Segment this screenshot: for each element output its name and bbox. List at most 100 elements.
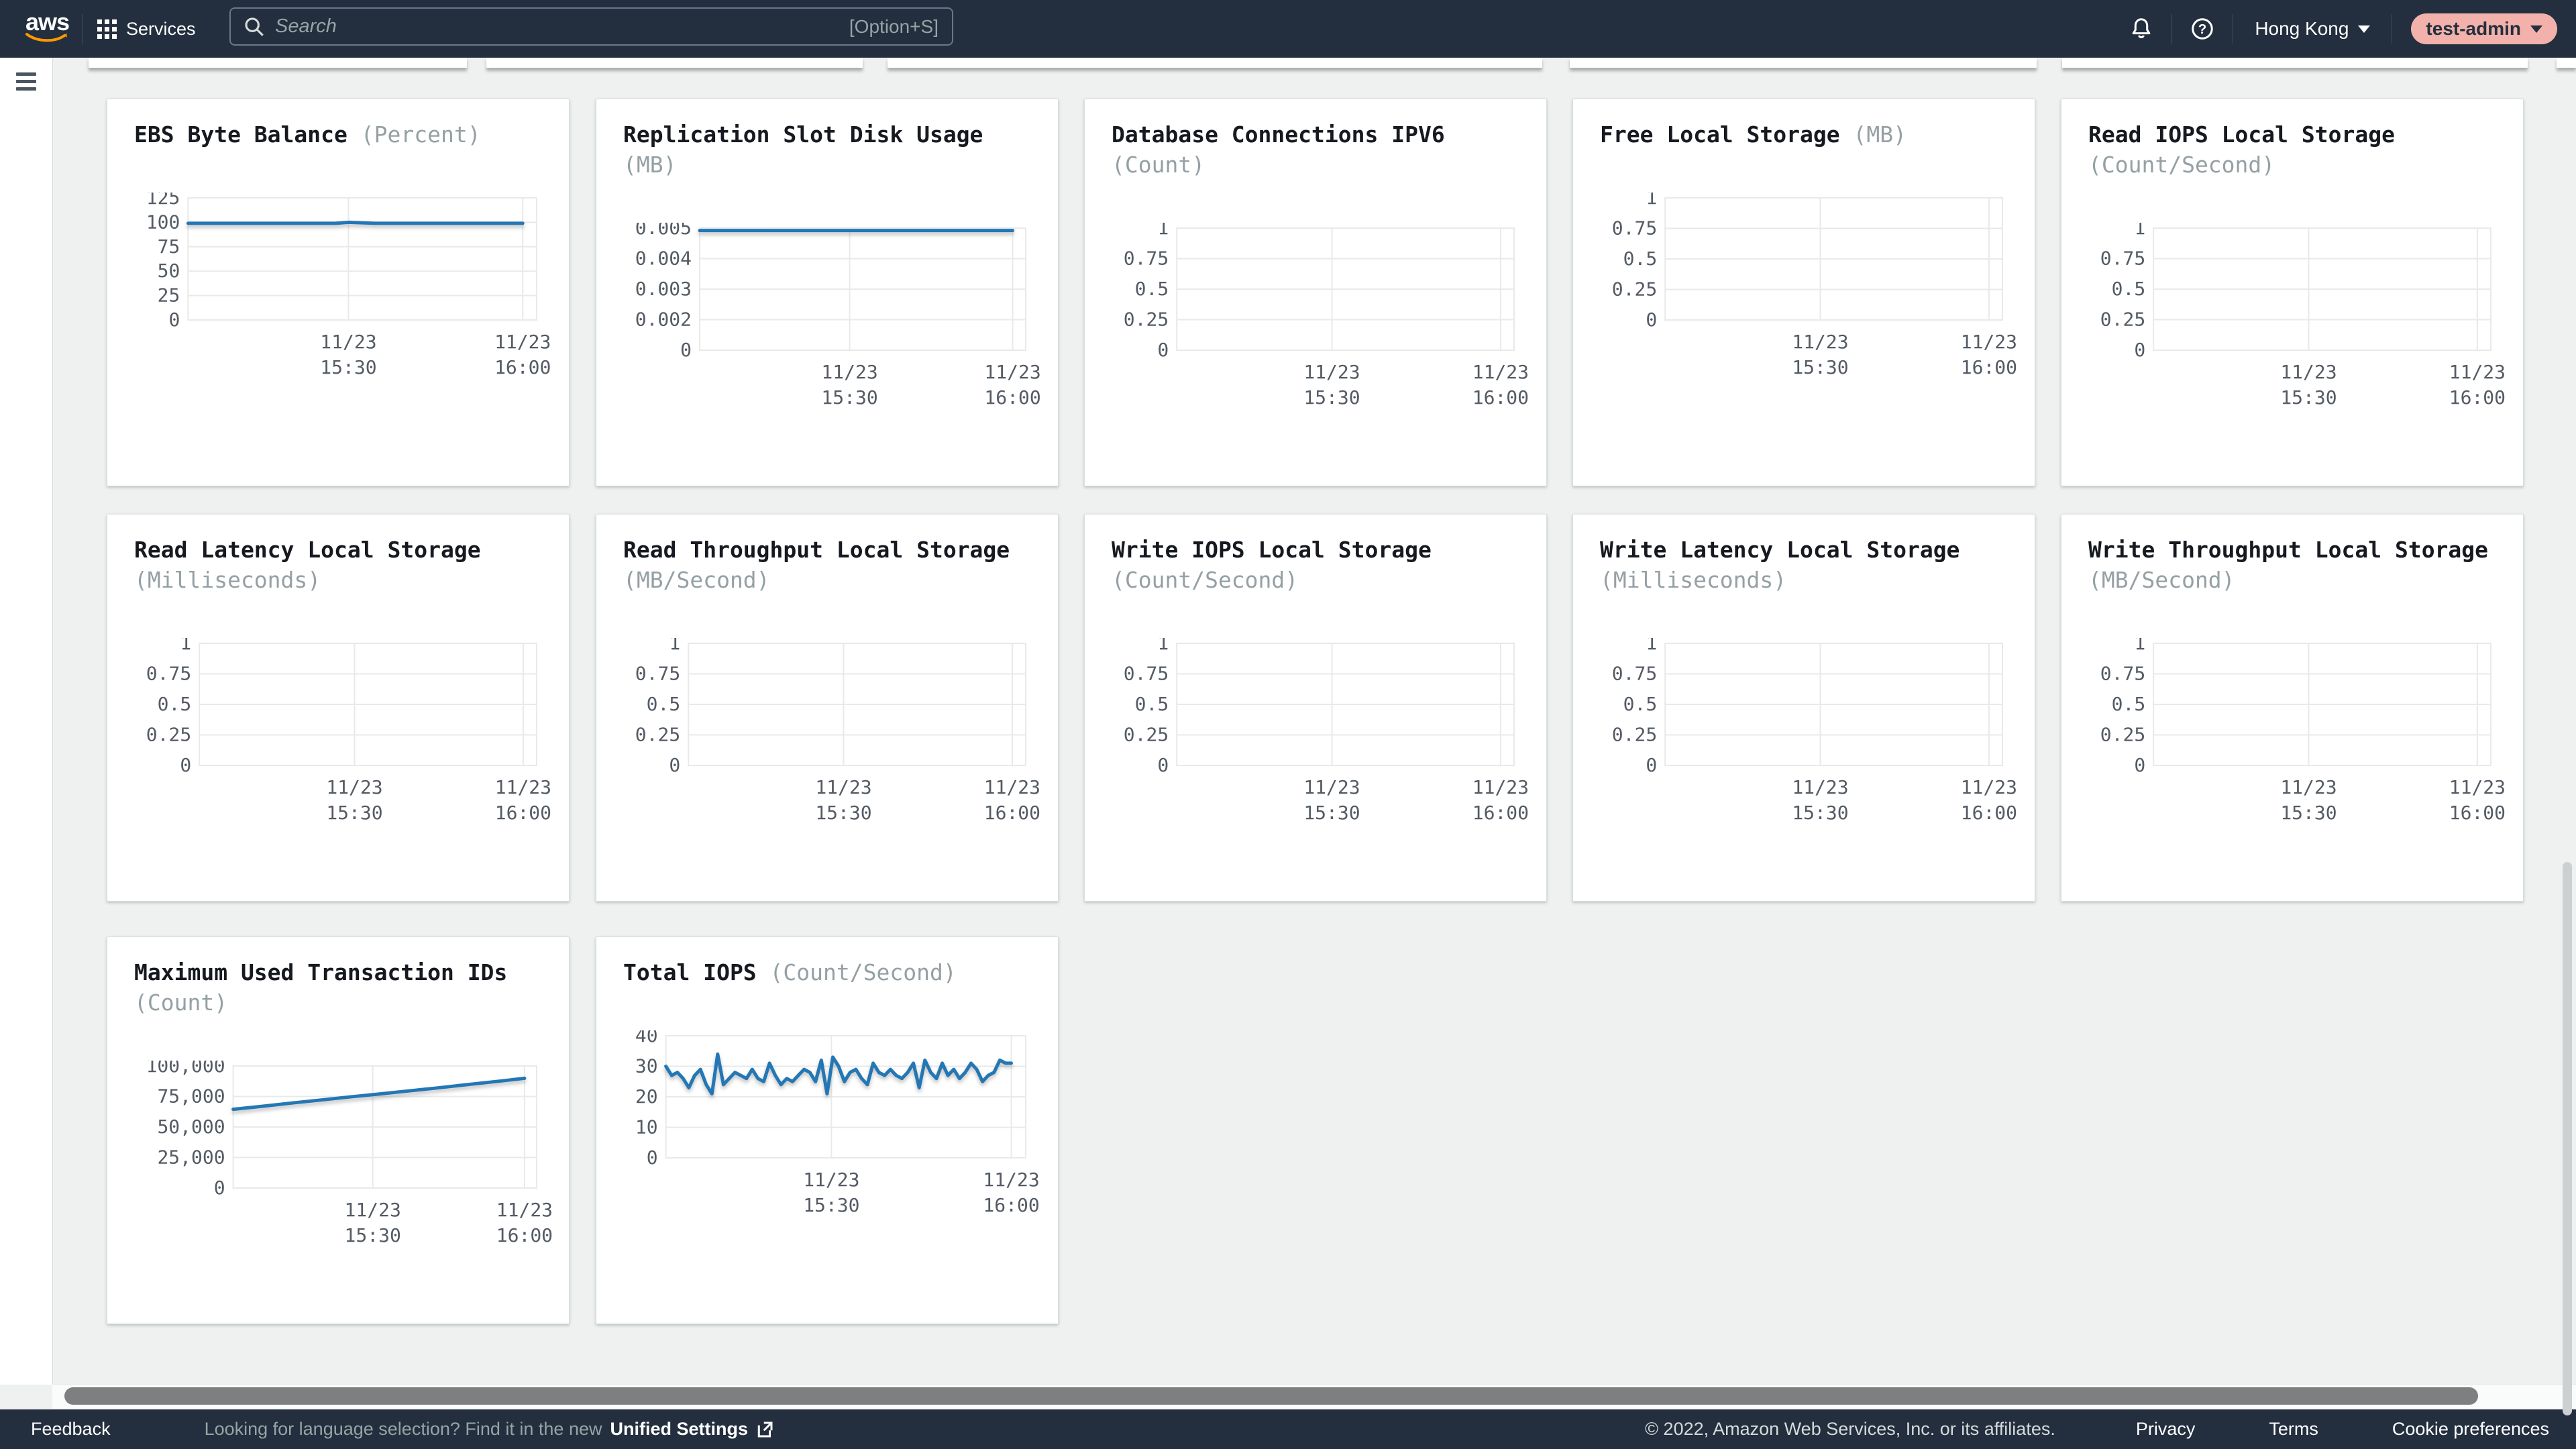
metric-card-title: Write Throughput Local Storage (MB/Secon… <box>2088 535 2496 595</box>
metric-title-text: EBS Byte Balance <box>134 121 347 148</box>
search-shortcut-hint: [Option+S] <box>849 15 938 37</box>
x-tick-label: 11/23 <box>1472 361 1529 383</box>
x-tick-label: 15:30 <box>1303 386 1360 409</box>
external-link-icon <box>757 1421 773 1437</box>
y-tick-label: 1 <box>1646 638 1657 654</box>
metric-card-title: Write IOPS Local Storage (Count/Second) <box>1112 535 1519 595</box>
x-tick-label: 16:00 <box>2449 802 2506 824</box>
metric-card[interactable]: Replication Slot Disk Usage (MB) 0.005 0.0… <box>596 99 1059 486</box>
x-tick-label: 16:00 <box>2449 386 2506 409</box>
y-tick-label: 0 <box>169 309 180 331</box>
y-tick-label: 1 <box>1157 638 1169 654</box>
y-tick-label: 0.5 <box>1623 248 1658 270</box>
region-label: Hong Kong <box>2255 18 2349 39</box>
unified-settings-link[interactable]: Unified Settings <box>610 1419 775 1440</box>
aws-smile-icon <box>25 32 67 42</box>
y-tick-label: 0.25 <box>2100 724 2145 746</box>
metric-card[interactable]: Read Latency Local Storage (Milliseconds… <box>107 514 570 902</box>
metric-title-text: Write Throughput Local Storage <box>2088 537 2489 563</box>
metric-title-text: Write IOPS Local Storage <box>1112 537 1432 563</box>
y-tick-label: 1 <box>669 638 680 654</box>
metric-title-text: Free Local Storage <box>1600 121 1840 148</box>
help-button[interactable]: ? <box>2179 16 2226 42</box>
menu-toggle-button[interactable] <box>16 72 36 95</box>
metric-card[interactable]: Database Connections IPV6 (Count) 1 0.75 0.… <box>1084 99 1547 486</box>
x-tick-label: 11/23 <box>1792 331 1848 353</box>
metric-title-text: Maximum Used Transaction IDs <box>134 959 508 985</box>
feedback-link[interactable]: Feedback <box>31 1419 111 1439</box>
y-tick-label: 75,000 <box>157 1085 225 1108</box>
metric-card[interactable]: Maximum Used Transaction IDs (Count) 100,… <box>107 936 570 1324</box>
y-tick-label: 0 <box>669 754 680 776</box>
metric-chart[interactable]: 40 30 20 10 0 11/23 15:30 11/23 16:00 <box>596 1030 1059 1218</box>
metric-unit-text: (Count/Second) <box>2088 152 2275 178</box>
x-tick-label: 11/23 <box>1303 361 1360 383</box>
unified-settings-label: Unified Settings <box>610 1419 748 1439</box>
metric-chart[interactable]: 1 0.75 0.5 0.25 0 11/23 15:30 11/23 16:00 <box>107 638 570 826</box>
y-tick-label: 0.5 <box>1135 693 1169 715</box>
y-tick-label: 0 <box>180 754 191 776</box>
metric-card-title: EBS Byte Balance (Percent) <box>134 119 542 150</box>
y-tick-label: 0.25 <box>146 724 191 746</box>
metric-chart[interactable]: 1 0.75 0.5 0.25 0 11/23 15:30 11/23 16:00 <box>2061 223 2524 411</box>
y-tick-label: 0.004 <box>635 248 692 270</box>
terms-link[interactable]: Terms <box>2269 1419 2318 1439</box>
metric-card-title: Free Local Storage (MB) <box>1600 119 2008 150</box>
metric-title-text: Write Latency Local Storage <box>1600 537 1960 563</box>
x-tick-label: 16:00 <box>984 802 1040 824</box>
metric-chart[interactable]: 1 0.75 0.5 0.25 0 11/23 15:30 11/23 16:00 <box>1573 193 2036 380</box>
x-tick-label: 15:30 <box>1303 802 1360 824</box>
account-menu-button[interactable]: test-admin <box>2411 13 2557 44</box>
horizontal-scrollbar-thumb[interactable] <box>64 1387 2478 1405</box>
cookie-preferences-link[interactable]: Cookie preferences <box>2392 1419 2549 1439</box>
x-tick-label: 11/23 <box>494 331 551 353</box>
aws-logo[interactable]: aws <box>25 9 70 46</box>
metric-title-text: Database Connections IPV6 <box>1112 121 1445 148</box>
cutoff-card <box>2062 58 2528 68</box>
cutoff-card <box>2557 58 2576 68</box>
metric-chart[interactable]: 1 0.75 0.5 0.25 0 11/23 15:30 11/23 16:00 <box>2061 638 2524 826</box>
metric-card[interactable]: Read IOPS Local Storage (Count/Second) 1 0… <box>2061 99 2524 486</box>
metric-chart[interactable]: 1 0.75 0.5 0.25 0 11/23 15:30 11/23 16:00 <box>1085 638 1548 826</box>
search-input[interactable]: Search [Option+S] <box>229 7 953 46</box>
metric-chart[interactable]: 100,000 75,000 50,000 25,000 0 11/23 15:30 11/2… <box>107 1061 570 1248</box>
metric-chart[interactable]: 1 0.75 0.5 0.25 0 11/23 15:30 11/23 16:00 <box>596 638 1059 826</box>
metric-card[interactable]: Total IOPS (Count/Second) 40 30 20 10 0 11/23 1… <box>596 936 1059 1324</box>
x-tick-label: 15:30 <box>1792 356 1848 378</box>
x-tick-label: 16:00 <box>983 1194 1039 1216</box>
metric-card[interactable]: Write IOPS Local Storage (Count/Second) 1… <box>1084 514 1547 902</box>
metric-title-text: Total IOPS <box>623 959 757 985</box>
y-tick-label: 0.75 <box>1612 663 1657 685</box>
metric-card[interactable]: EBS Byte Balance (Percent) 125 100 75 50 25 0 1… <box>107 99 570 486</box>
y-tick-label: 0.5 <box>1623 693 1658 715</box>
x-tick-label: 11/23 <box>1303 776 1360 798</box>
metric-title-text: Read IOPS Local Storage <box>2088 121 2395 148</box>
chevron-down-icon <box>2358 25 2371 33</box>
y-tick-label: 0.002 <box>635 309 692 331</box>
notifications-button[interactable] <box>2118 16 2165 42</box>
x-tick-label: 11/23 <box>983 1169 1039 1191</box>
privacy-link[interactable]: Privacy <box>2135 1419 2196 1439</box>
metric-card[interactable]: Free Local Storage (MB) 1 0.75 0.5 0.25 0 11/2… <box>1572 99 2035 486</box>
y-tick-label: 0 <box>647 1146 658 1169</box>
metric-card[interactable]: Read Throughput Local Storage (MB/Second… <box>596 514 1059 902</box>
vertical-scrollbar-thumb[interactable] <box>2563 862 2572 1415</box>
services-menu-button[interactable]: Services <box>97 19 196 40</box>
x-tick-label: 11/23 <box>345 1199 401 1221</box>
y-tick-label: 25,000 <box>157 1146 225 1169</box>
y-tick-label: 0 <box>1157 754 1169 776</box>
region-selector[interactable]: Hong Kong <box>2255 18 2371 40</box>
x-tick-label: 16:00 <box>495 802 551 824</box>
x-tick-label: 11/23 <box>2280 776 2337 798</box>
metric-card[interactable]: Write Latency Local Storage (Millisecond… <box>1572 514 2035 902</box>
cutoff-card <box>89 58 467 68</box>
metric-chart[interactable]: 1 0.75 0.5 0.25 0 11/23 15:30 11/23 16:00 <box>1573 638 2036 826</box>
metric-chart[interactable]: 0.005 0.004 0.003 0.002 0 11/23 15:30 11/23 16:0… <box>596 223 1059 411</box>
y-tick-label: 0 <box>214 1177 225 1199</box>
metric-chart[interactable]: 1 0.75 0.5 0.25 0 11/23 15:30 11/23 16:00 <box>1085 223 1548 411</box>
metric-card-title: Maximum Used Transaction IDs (Count) <box>134 957 542 1018</box>
y-tick-label: 100 <box>146 211 180 233</box>
metric-card[interactable]: Write Throughput Local Storage (MB/Secon… <box>2061 514 2524 902</box>
metric-card-title: Read Throughput Local Storage (MB/Second… <box>623 535 1031 595</box>
